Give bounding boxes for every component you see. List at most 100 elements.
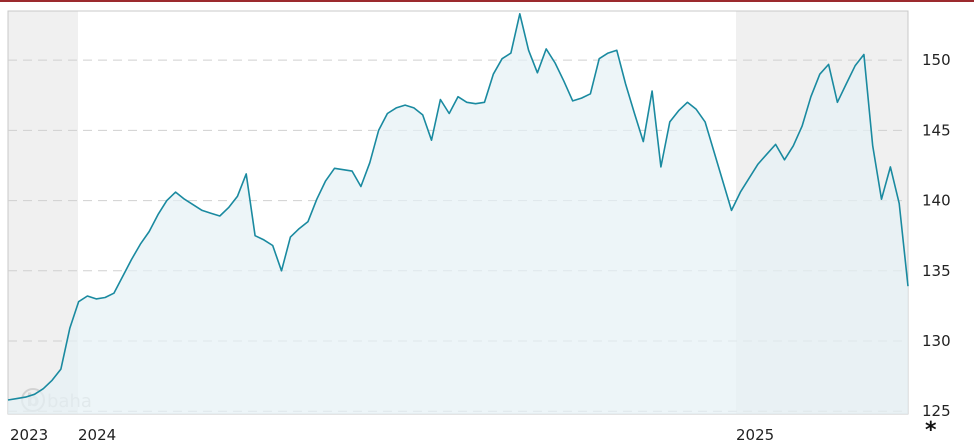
data-point (192, 203, 195, 206)
data-point (818, 73, 821, 76)
data-point (809, 95, 812, 98)
data-point (704, 120, 707, 123)
data-point (209, 212, 212, 215)
data-point (907, 285, 910, 288)
data-point (24, 396, 27, 399)
data-point (765, 153, 768, 156)
x-axis: 2023 2024 2025 (10, 426, 774, 443)
data-point (421, 113, 424, 116)
series-area (8, 13, 908, 415)
data-point (7, 399, 10, 402)
data-point (430, 139, 433, 142)
data-point (174, 191, 177, 194)
data-point (774, 143, 777, 146)
data-point (68, 327, 71, 330)
data-point (121, 275, 124, 278)
data-point (898, 202, 901, 205)
data-point (130, 258, 133, 261)
x-tick-label: 2024 (78, 426, 116, 443)
data-point (483, 101, 486, 104)
data-point (536, 71, 539, 74)
data-point (271, 244, 274, 247)
data-point (77, 300, 80, 303)
data-point (42, 387, 45, 390)
data-point (377, 129, 380, 132)
data-point (289, 236, 292, 239)
data-point (227, 206, 230, 209)
data-point (659, 165, 662, 168)
data-point (721, 179, 724, 182)
data-point (245, 172, 248, 175)
data-point (342, 168, 345, 171)
y-tick-label: 145 (922, 121, 951, 139)
data-point (59, 368, 62, 371)
data-point (783, 158, 786, 161)
data-point (395, 106, 398, 109)
y-tick-label: 135 (922, 262, 951, 280)
data-point (412, 106, 415, 109)
data-point (607, 52, 610, 55)
data-point (801, 125, 804, 128)
data-point (598, 57, 601, 60)
data-point (730, 209, 733, 212)
data-point (527, 49, 530, 52)
data-point (845, 83, 848, 86)
data-point (404, 104, 407, 107)
data-point (324, 179, 327, 182)
data-point (757, 163, 760, 166)
data-point (739, 191, 742, 194)
data-point (183, 198, 186, 201)
data-point (33, 393, 36, 396)
data-point (827, 63, 830, 66)
data-point (677, 109, 680, 112)
data-point (554, 62, 557, 65)
data-point (633, 112, 636, 115)
y-tick-label: 125 (922, 402, 951, 420)
data-point (668, 120, 671, 123)
data-point (880, 198, 883, 201)
data-point (307, 220, 310, 223)
data-point (112, 292, 115, 295)
data-point (712, 150, 715, 153)
y-tick-label: 150 (922, 51, 951, 69)
data-point (615, 49, 618, 52)
data-point (836, 101, 839, 104)
data-point (562, 80, 565, 83)
series-line (7, 13, 909, 401)
data-point (95, 297, 98, 300)
data-point (333, 167, 336, 170)
data-point (642, 140, 645, 143)
data-point (157, 213, 160, 216)
data-point (492, 73, 495, 76)
data-point (448, 112, 451, 115)
data-point (351, 170, 354, 173)
data-point (439, 98, 442, 101)
data-point (15, 397, 18, 400)
data-point (262, 238, 265, 241)
data-point (624, 83, 627, 86)
data-point (104, 296, 107, 299)
data-point (465, 101, 468, 104)
data-point (298, 227, 301, 230)
data-point (580, 97, 583, 100)
data-point (686, 101, 689, 104)
data-point (148, 230, 151, 233)
data-point (86, 295, 89, 298)
data-point (889, 165, 892, 168)
data-point (165, 199, 168, 202)
data-point (359, 185, 362, 188)
y-tick-label: 130 (922, 332, 951, 350)
data-point (254, 234, 257, 237)
data-point (201, 209, 204, 212)
data-point (236, 195, 239, 198)
data-point (474, 102, 477, 105)
data-point (518, 12, 521, 15)
data-point (139, 243, 142, 246)
data-point (51, 379, 54, 382)
data-point (457, 95, 460, 98)
data-point (792, 144, 795, 147)
y-axis: 125 130 135 140 145 150 (922, 51, 951, 420)
data-point (218, 215, 221, 218)
data-point (368, 161, 371, 164)
